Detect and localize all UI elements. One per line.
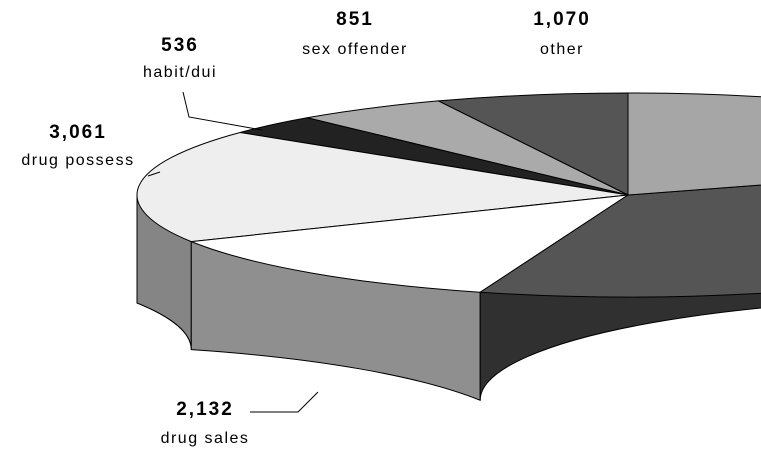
top-faces xyxy=(136,92,761,298)
pie-slice xyxy=(478,184,761,298)
data-label: 1,070 xyxy=(533,9,591,30)
leader-line xyxy=(250,391,319,413)
category-label: drug possess xyxy=(21,152,134,169)
category-label: other xyxy=(540,41,584,58)
category-label: sex offender xyxy=(302,41,408,58)
pie-slice xyxy=(436,92,629,196)
data-label: 2,132 xyxy=(176,399,234,420)
leader-line xyxy=(182,91,263,131)
pie-slice xyxy=(627,92,761,196)
pie-slice xyxy=(191,194,629,293)
category-label: habit/dui xyxy=(143,64,217,81)
pie-slice xyxy=(136,131,629,243)
data-label: 851 xyxy=(336,9,374,30)
data-label: 3,061 xyxy=(49,122,107,143)
category-label: drug sales xyxy=(161,430,250,447)
pie-slice xyxy=(307,100,629,196)
leader-line xyxy=(147,171,161,177)
data-label: 536 xyxy=(161,35,199,56)
